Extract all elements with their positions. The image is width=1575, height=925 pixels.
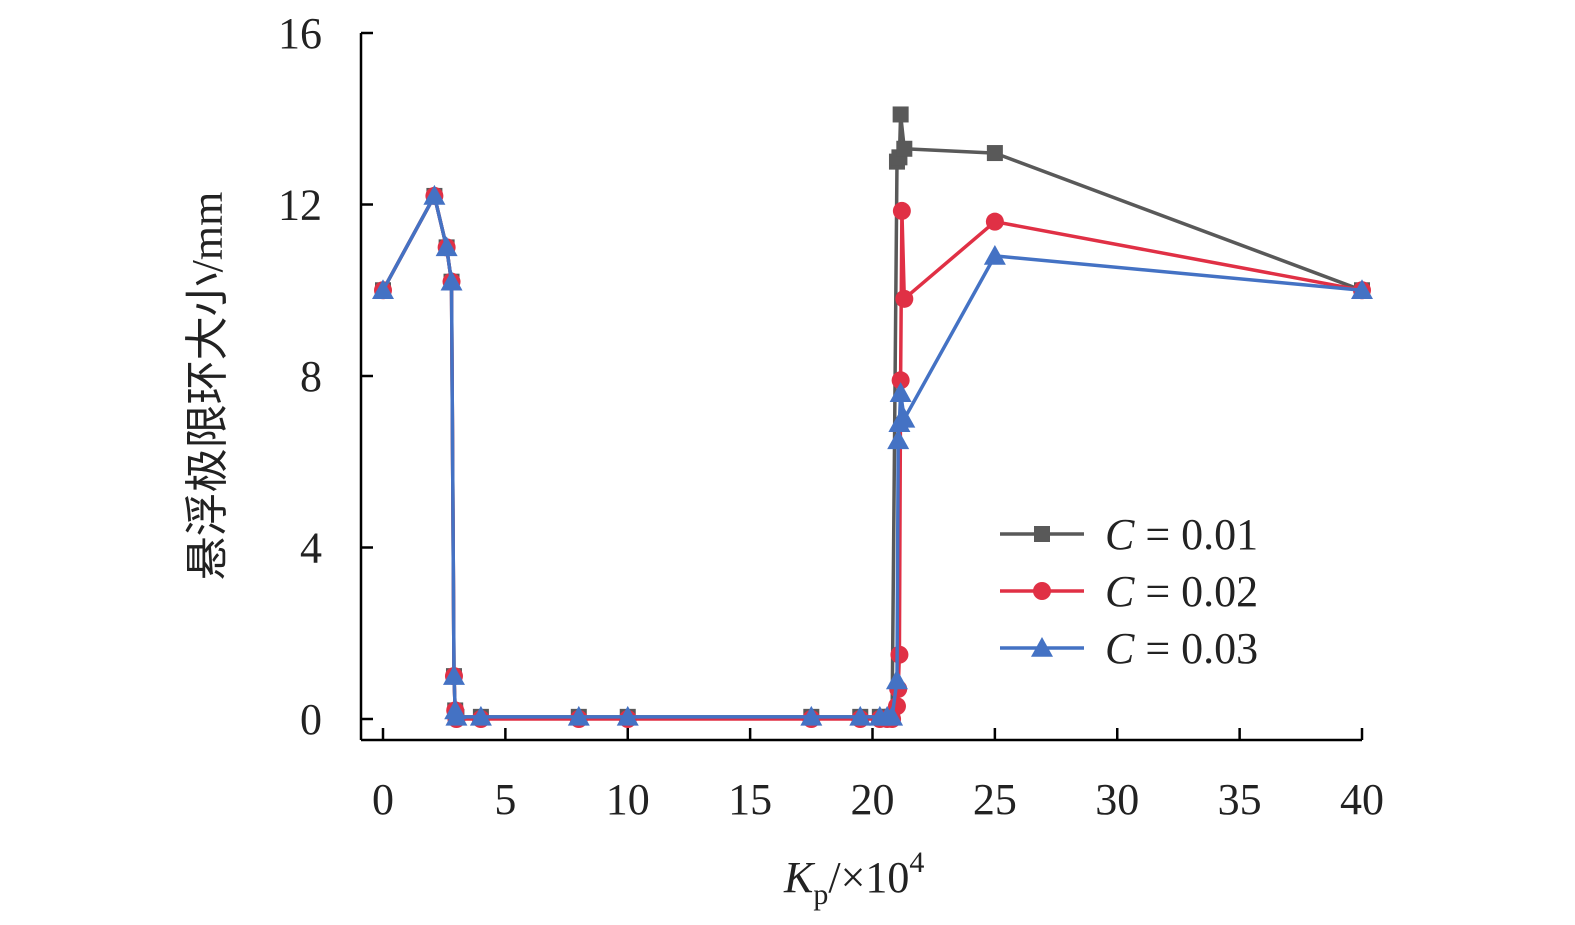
legend-label: C = 0.02 (1105, 567, 1258, 616)
legend-item: C = 0.03 (1000, 624, 1258, 673)
data-point (881, 705, 904, 726)
x-tick-label: 0 (372, 775, 394, 824)
series-layer (372, 106, 1373, 728)
legend-item: C = 0.01 (1000, 510, 1258, 559)
data-point (887, 429, 910, 450)
x-tick-label: 35 (1218, 775, 1262, 824)
x-ticks: 0 5 10 15 20 25 30 35 40 (372, 728, 1384, 824)
x-tick-label: 5 (494, 775, 516, 824)
data-point (983, 244, 1006, 265)
legend-var: C (1105, 567, 1135, 616)
legend-value: = 0.01 (1134, 510, 1258, 559)
legend-label: C = 0.03 (1105, 624, 1258, 673)
data-point (985, 212, 1004, 231)
data-point (1351, 279, 1373, 300)
y-axis-title: 悬浮极限环大小/mm (183, 192, 232, 581)
x-tick-label: 10 (606, 775, 650, 824)
legend-marker (1031, 637, 1053, 657)
x-tick-label: 40 (1340, 775, 1384, 824)
data-point (889, 382, 912, 402)
data-point (986, 145, 1003, 162)
y-tick-label: 16 (278, 9, 322, 58)
legend-var: C (1105, 624, 1135, 673)
data-point (895, 289, 914, 308)
data-point (890, 645, 909, 664)
axes (359, 33, 1362, 742)
data-point (800, 705, 823, 726)
x-axis-title-rest: /×10 (828, 853, 909, 902)
y-tick-label: 8 (300, 352, 322, 401)
legend-label: C = 0.01 (1105, 510, 1258, 559)
data-point (885, 669, 908, 690)
legend-item: C = 0.02 (1000, 567, 1258, 616)
y-tick-label: 0 (300, 695, 322, 744)
x-axis-title-sup: 4 (909, 846, 924, 879)
data-point (423, 184, 446, 205)
data-point (445, 705, 468, 726)
data-point (896, 140, 913, 157)
x-axis-title-sub: p (813, 878, 828, 911)
data-point (891, 371, 910, 390)
x-axis-title: Kp/×104 (783, 846, 924, 911)
legend: C = 0.01C = 0.02C = 0.03 (1000, 510, 1258, 673)
data-point (442, 665, 465, 685)
data-point (616, 705, 639, 726)
data-point (372, 279, 394, 300)
y-tick-label: 4 (300, 524, 322, 573)
data-point (893, 407, 916, 428)
data-point (849, 705, 872, 726)
x-axis-title-main: K (783, 853, 816, 902)
x-tick-label: 20 (851, 775, 895, 824)
legend-marker (1034, 526, 1050, 542)
legend-value: = 0.02 (1134, 567, 1258, 616)
data-point (892, 201, 911, 220)
legend-var: C (1105, 510, 1135, 559)
series-3 (372, 184, 1373, 726)
x-tick-label: 15 (728, 775, 772, 824)
legend-marker (1033, 582, 1051, 600)
legend-value: = 0.03 (1134, 624, 1258, 673)
x-tick-label: 30 (1095, 775, 1139, 824)
series-line (381, 194, 1363, 719)
data-point (469, 705, 492, 726)
x-tick-label: 25 (973, 775, 1017, 824)
y-tick-label: 12 (278, 181, 322, 230)
data-point (567, 705, 590, 726)
data-point (440, 270, 463, 291)
y-ticks: 0 4 8 12 16 (278, 9, 373, 744)
data-point (892, 106, 909, 123)
data-point (435, 236, 458, 257)
